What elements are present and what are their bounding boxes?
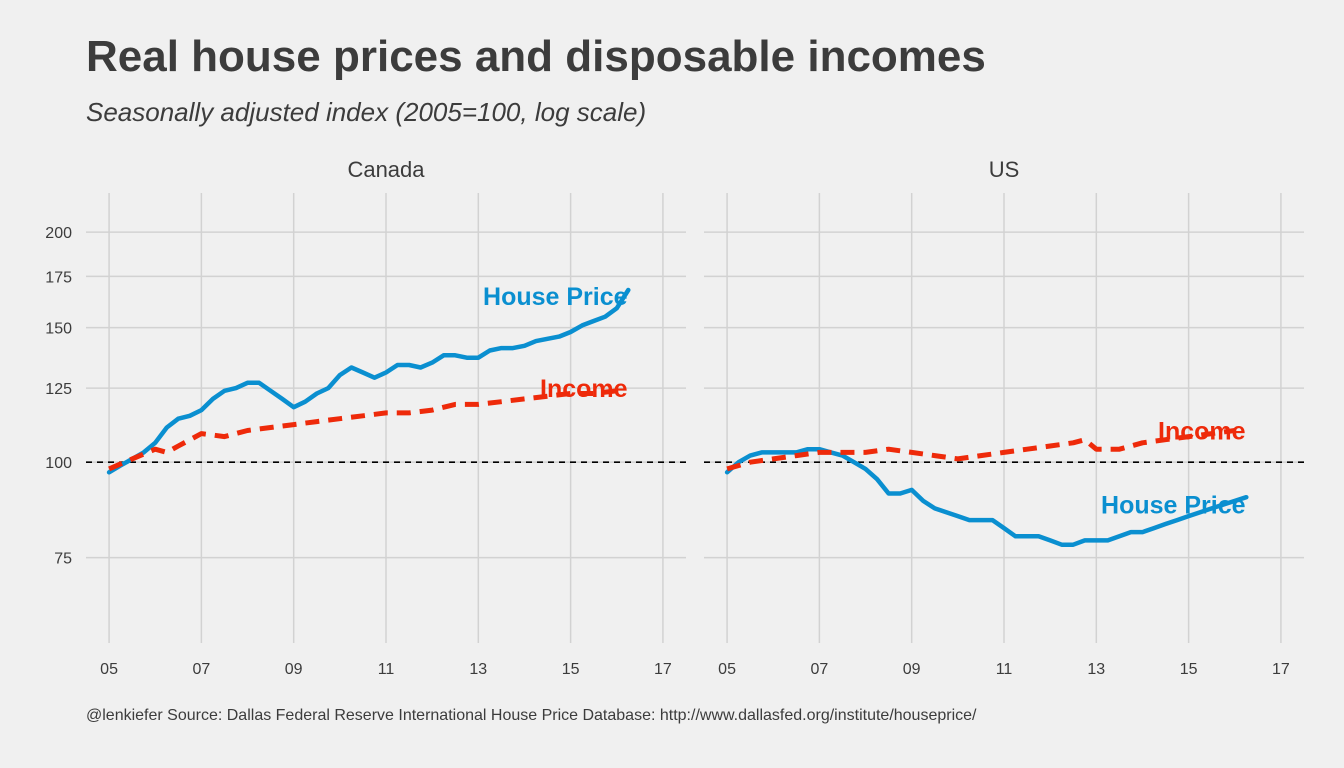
x-tick-label: 15 [1180,661,1198,678]
facet-canada: Canada 75 100 125 150 175 200 05 07 09 11 13 15 17 Hou… [45,157,686,678]
x-tick-label: 07 [810,661,828,678]
x-tick-label: 17 [654,661,672,678]
facet-us: US 05 07 09 11 13 15 17 Income House Price [704,157,1304,678]
x-tick-label: 07 [192,661,210,678]
income-annotation: Income [540,375,628,403]
chart-subtitle: Seasonally adjusted index (2005=100, log… [86,97,647,127]
x-tick-label: 09 [903,661,921,678]
house-price-line [724,446,1249,547]
x-tick-label: 17 [1272,661,1290,678]
x-tick-label: 13 [469,661,487,678]
y-tick-label: 125 [45,381,72,398]
y-tick-label: 175 [45,269,72,286]
house-price-annotation: House Price [1101,492,1246,520]
facet-label: US [989,157,1020,182]
y-tick-label: 150 [45,321,72,338]
y-tick-label: 100 [45,455,72,472]
y-tick-label: 75 [54,551,72,568]
income-line [108,388,618,472]
source-caption: @lenkiefer Source: Dallas Federal Reserv… [86,707,977,724]
x-tick-label: 11 [378,661,395,678]
house-price-line [106,287,631,475]
income-annotation: Income [1158,418,1246,446]
x-tick-label: 05 [100,661,118,678]
income-line [726,428,1236,472]
x-tick-label: 13 [1087,661,1105,678]
y-tick-label: 200 [45,225,72,242]
x-tick-label: 11 [996,661,1013,678]
chart-title: Real house prices and disposable incomes [86,32,986,81]
house-price-annotation: House Price [483,283,628,311]
x-tick-label: 15 [562,661,580,678]
facet-label: Canada [347,157,425,182]
x-tick-label: 09 [285,661,303,678]
x-tick-label: 05 [718,661,736,678]
